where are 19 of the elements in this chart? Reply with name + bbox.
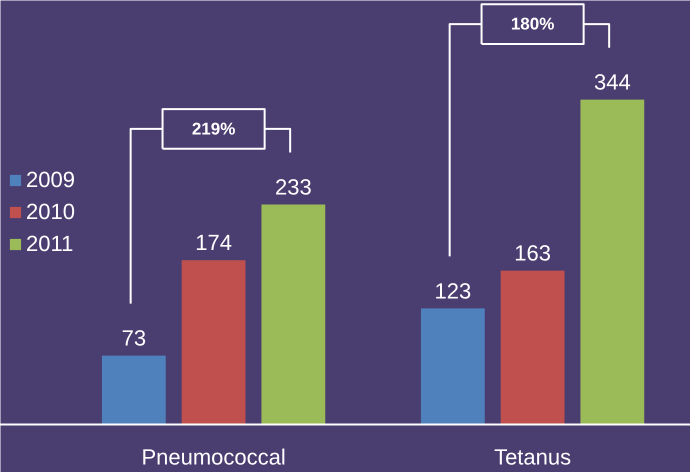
x-tick-label: Tetanus	[494, 444, 572, 470]
bar	[182, 260, 246, 424]
data-label: 344	[594, 70, 631, 95]
legend-label: 2010	[26, 199, 75, 225]
data-label: 233	[274, 174, 312, 200]
bar	[580, 100, 644, 424]
data-label: 73	[122, 326, 146, 351]
annotation: 180%	[510, 14, 554, 34]
bar	[420, 308, 485, 424]
bar	[261, 204, 326, 424]
x-tick-label: Pneumococcal	[141, 444, 286, 470]
legend-label: 2011	[26, 231, 74, 257]
bar	[500, 270, 564, 424]
bar	[102, 356, 166, 424]
data-label: 174	[195, 230, 232, 256]
annotation: 219%	[192, 119, 236, 138]
data-label: 123	[434, 278, 472, 304]
legend-label: 2009	[26, 167, 75, 193]
data-label: 163	[514, 240, 551, 266]
